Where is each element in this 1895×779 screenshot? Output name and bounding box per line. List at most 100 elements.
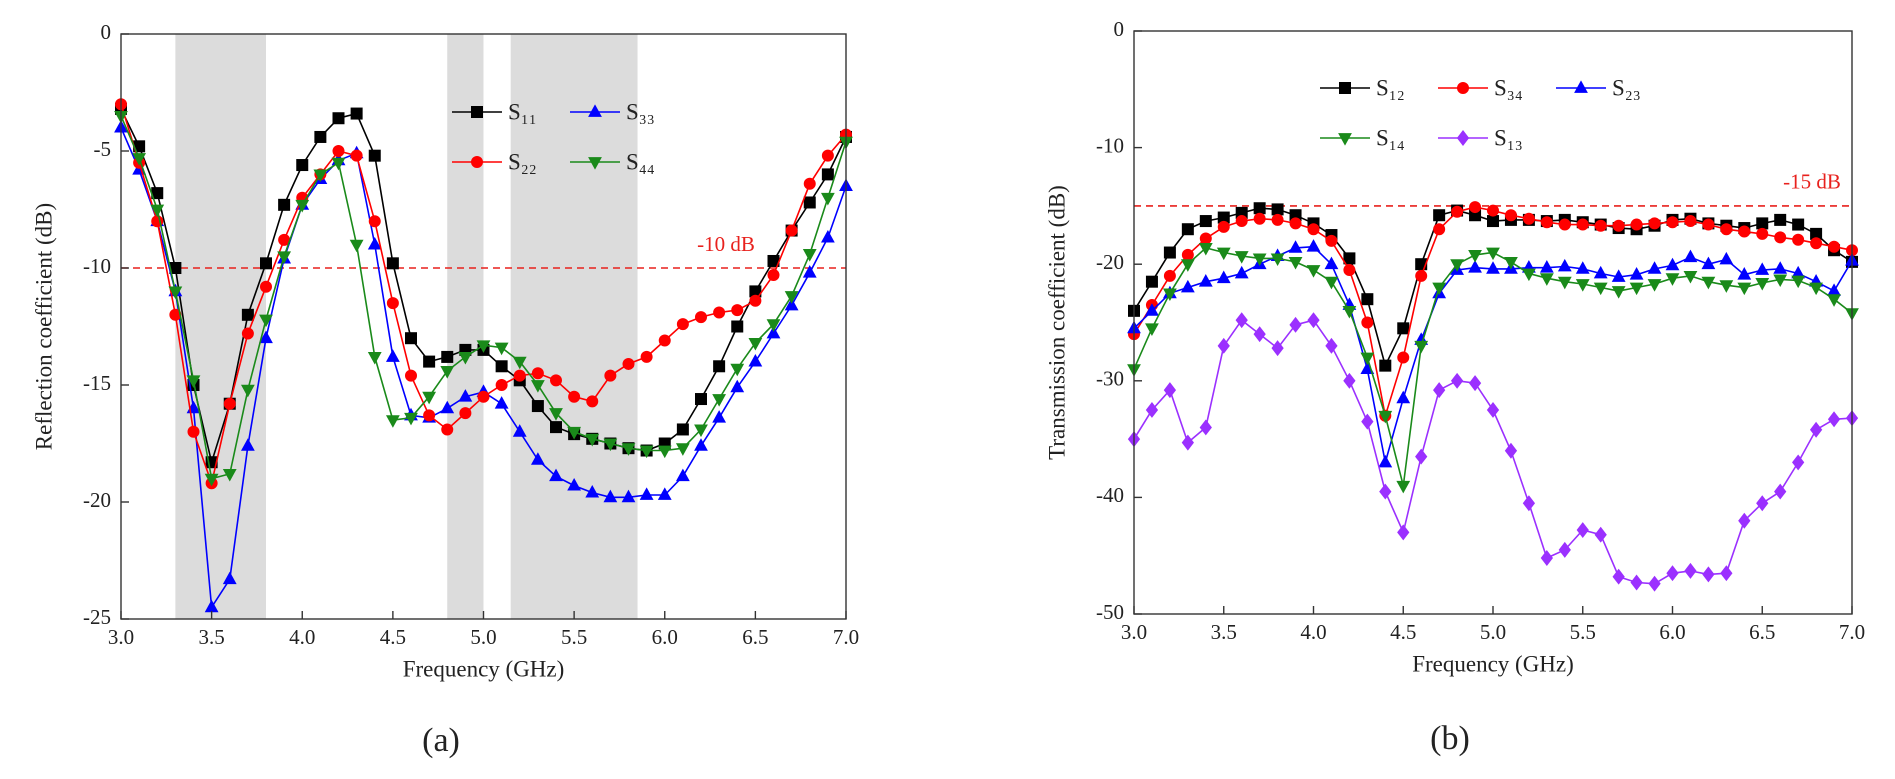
marker bbox=[585, 485, 600, 498]
marker bbox=[1217, 220, 1230, 233]
marker bbox=[1181, 434, 1194, 451]
marker bbox=[1342, 305, 1357, 319]
marker bbox=[820, 229, 835, 243]
legend-label: S₁₄ bbox=[1376, 125, 1405, 150]
legend-label: S₁₃ bbox=[1494, 125, 1523, 150]
marker bbox=[1163, 269, 1176, 282]
marker bbox=[549, 468, 563, 482]
marker bbox=[1457, 82, 1469, 94]
marker bbox=[386, 257, 399, 270]
marker bbox=[639, 445, 654, 459]
y-tick-label: -10 bbox=[1096, 133, 1124, 157]
marker bbox=[603, 438, 618, 452]
y-tick-label: -10 bbox=[83, 254, 111, 278]
marker bbox=[1433, 382, 1446, 399]
marker bbox=[567, 426, 582, 440]
y-tick-label: -30 bbox=[1096, 367, 1124, 391]
marker bbox=[385, 415, 400, 428]
marker bbox=[639, 487, 654, 500]
marker bbox=[1522, 495, 1536, 512]
marker bbox=[676, 423, 689, 436]
x-tick-label: 4.0 bbox=[289, 625, 315, 649]
marker bbox=[1397, 524, 1410, 541]
marker bbox=[1684, 215, 1697, 228]
marker bbox=[766, 325, 781, 339]
marker bbox=[1719, 280, 1734, 293]
marker bbox=[1612, 568, 1625, 585]
marker bbox=[1648, 575, 1661, 592]
marker bbox=[1180, 279, 1195, 293]
x-tick-label: 6.0 bbox=[1659, 620, 1685, 644]
marker bbox=[1469, 201, 1482, 214]
legend-label: S₂₃ bbox=[1612, 75, 1641, 100]
marker bbox=[1773, 274, 1788, 287]
marker bbox=[1774, 231, 1787, 244]
marker bbox=[350, 149, 363, 162]
marker bbox=[748, 337, 763, 351]
marker bbox=[1629, 267, 1644, 280]
marker bbox=[1235, 312, 1248, 329]
y-tick-label: -25 bbox=[83, 605, 111, 629]
marker bbox=[1611, 269, 1626, 282]
marker bbox=[1397, 351, 1410, 364]
marker bbox=[1665, 273, 1680, 286]
marker bbox=[1827, 294, 1841, 307]
marker bbox=[1338, 133, 1352, 146]
marker bbox=[803, 196, 816, 209]
marker bbox=[1270, 253, 1285, 267]
marker bbox=[1198, 242, 1213, 256]
y-axis-label: Transmission coefficient (dB) bbox=[1044, 185, 1069, 460]
y-tick-label: -5 bbox=[94, 137, 112, 161]
marker bbox=[713, 360, 726, 373]
series-line bbox=[1133, 319, 1853, 585]
marker bbox=[1343, 252, 1356, 265]
marker bbox=[1540, 216, 1553, 229]
marker bbox=[441, 350, 454, 363]
marker bbox=[1630, 574, 1643, 591]
marker bbox=[821, 168, 834, 181]
marker bbox=[657, 445, 672, 459]
marker bbox=[730, 379, 745, 393]
marker bbox=[1378, 410, 1393, 424]
marker bbox=[820, 192, 835, 206]
marker bbox=[1306, 265, 1321, 278]
marker bbox=[349, 239, 364, 253]
marker bbox=[1397, 322, 1410, 335]
marker bbox=[168, 286, 183, 300]
shaded-band bbox=[175, 34, 266, 619]
marker bbox=[1289, 316, 1302, 333]
marker bbox=[675, 443, 690, 456]
marker bbox=[1647, 261, 1662, 274]
marker bbox=[296, 159, 309, 172]
x-tick-label: 4.0 bbox=[1300, 620, 1326, 644]
marker bbox=[1235, 215, 1248, 228]
marker bbox=[350, 107, 363, 120]
marker bbox=[1307, 312, 1320, 329]
x-axis-label: Frequency (GHz) bbox=[403, 656, 565, 681]
marker bbox=[1253, 212, 1266, 225]
reference-label: -15 dB bbox=[1783, 170, 1841, 194]
marker bbox=[712, 394, 727, 407]
series-line bbox=[1133, 206, 1853, 417]
marker bbox=[713, 306, 726, 319]
y-tick-label: 0 bbox=[101, 20, 112, 44]
marker bbox=[1433, 223, 1446, 236]
marker bbox=[1737, 267, 1752, 280]
marker bbox=[1181, 248, 1194, 261]
marker bbox=[1504, 256, 1518, 270]
marker bbox=[567, 477, 582, 491]
marker bbox=[1486, 261, 1500, 274]
marker bbox=[1145, 303, 1159, 316]
marker bbox=[784, 297, 799, 311]
marker bbox=[1468, 375, 1482, 392]
marker bbox=[802, 249, 817, 262]
marker bbox=[1756, 217, 1769, 230]
marker bbox=[278, 198, 291, 211]
marker bbox=[223, 397, 236, 410]
marker bbox=[277, 251, 292, 264]
marker bbox=[1361, 293, 1374, 306]
marker bbox=[260, 257, 272, 270]
panel-1: -15 dB S₁₂ S₃₄ S₂₃ S₁₄ S₁₃ 3.0 3.5 4.0 4.5 5.0 5.5 6… bbox=[1044, 17, 1865, 757]
marker bbox=[603, 489, 618, 503]
